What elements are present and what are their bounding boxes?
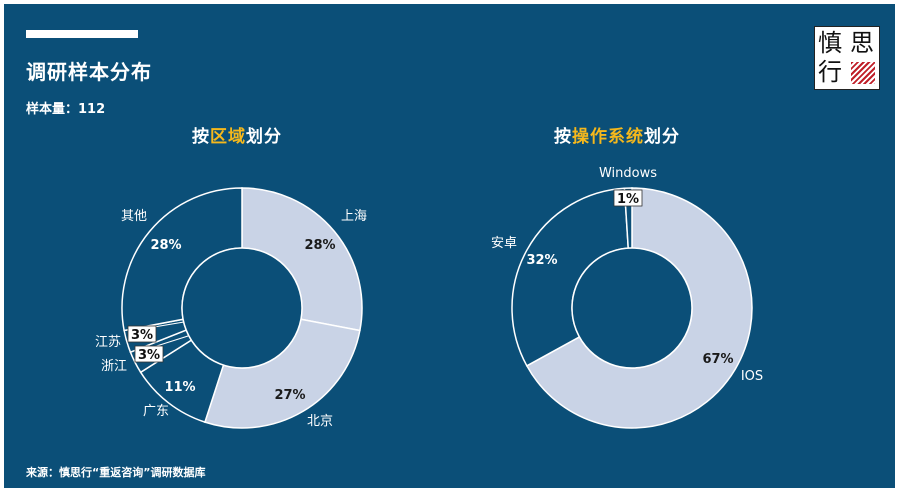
- pct-label-box-0-4: [127, 325, 157, 343]
- slice-label-0-4: 江苏: [95, 334, 121, 350]
- logo-stripe-mark: [851, 62, 875, 84]
- region-title-prefix: 按: [192, 127, 210, 147]
- pct-label-1-0: 67%: [702, 352, 733, 367]
- slice-label-1-1: 安卓: [491, 236, 517, 251]
- pct-label-0-3: 3%: [138, 348, 160, 363]
- pct-label-0-2: 11%: [164, 380, 195, 395]
- os-chart-title: 按操作系统划分: [554, 122, 680, 147]
- title-accent-bar: [26, 30, 138, 38]
- pct-label-1-1: 32%: [526, 253, 557, 268]
- pct-label-1-2: 1%: [617, 192, 639, 207]
- pct-label-0-0: 28%: [304, 238, 335, 253]
- slide: 调研样本分布 样本量：112 按区域划分 按操作系统划分 慎 思 行 28% 上海…: [4, 4, 895, 488]
- region-chart-title: 按区域划分: [192, 122, 282, 147]
- slice-label-0-2: 广东: [143, 404, 169, 419]
- sample-size-label: 样本量：112: [26, 102, 106, 117]
- region-title-suffix: 划分: [246, 127, 282, 147]
- slice-label-0-0: 上海: [341, 209, 367, 224]
- pct-label-0-5: 28%: [150, 238, 181, 253]
- pct-label-0-4: 3%: [131, 328, 153, 343]
- logo-char-3: 行: [818, 58, 842, 86]
- slice-label-0-3: 浙江: [101, 359, 127, 374]
- source-note: 来源：慎思行“重返咨询”调研数据库: [26, 466, 206, 479]
- slice-label-0-1: 北京: [307, 414, 333, 429]
- slice-label-0-5: 其他: [121, 209, 147, 224]
- donut-hole-1: [571, 247, 693, 369]
- page-title: 调研样本分布: [26, 60, 152, 84]
- os-donut-chart: 67% IOS 32% 安卓 1% Windows: [491, 166, 763, 429]
- pct-label-box-0-3: [134, 345, 164, 363]
- region-title-highlight: 区域: [210, 127, 246, 147]
- slice-label-1-2: Windows: [599, 166, 657, 181]
- pct-label-0-1: 27%: [274, 388, 305, 403]
- brand-logo: 慎 思 行: [814, 26, 880, 90]
- os-title-prefix: 按: [554, 127, 572, 147]
- logo-char-2: 思: [850, 29, 874, 57]
- logo-char-1: 慎: [818, 29, 842, 57]
- pct-label-box-1-2: [613, 189, 643, 207]
- os-title-suffix: 划分: [644, 127, 680, 147]
- donut-hole-0: [181, 247, 303, 369]
- slice-label-1-0: IOS: [741, 369, 763, 384]
- os-title-highlight: 操作系统: [572, 127, 644, 147]
